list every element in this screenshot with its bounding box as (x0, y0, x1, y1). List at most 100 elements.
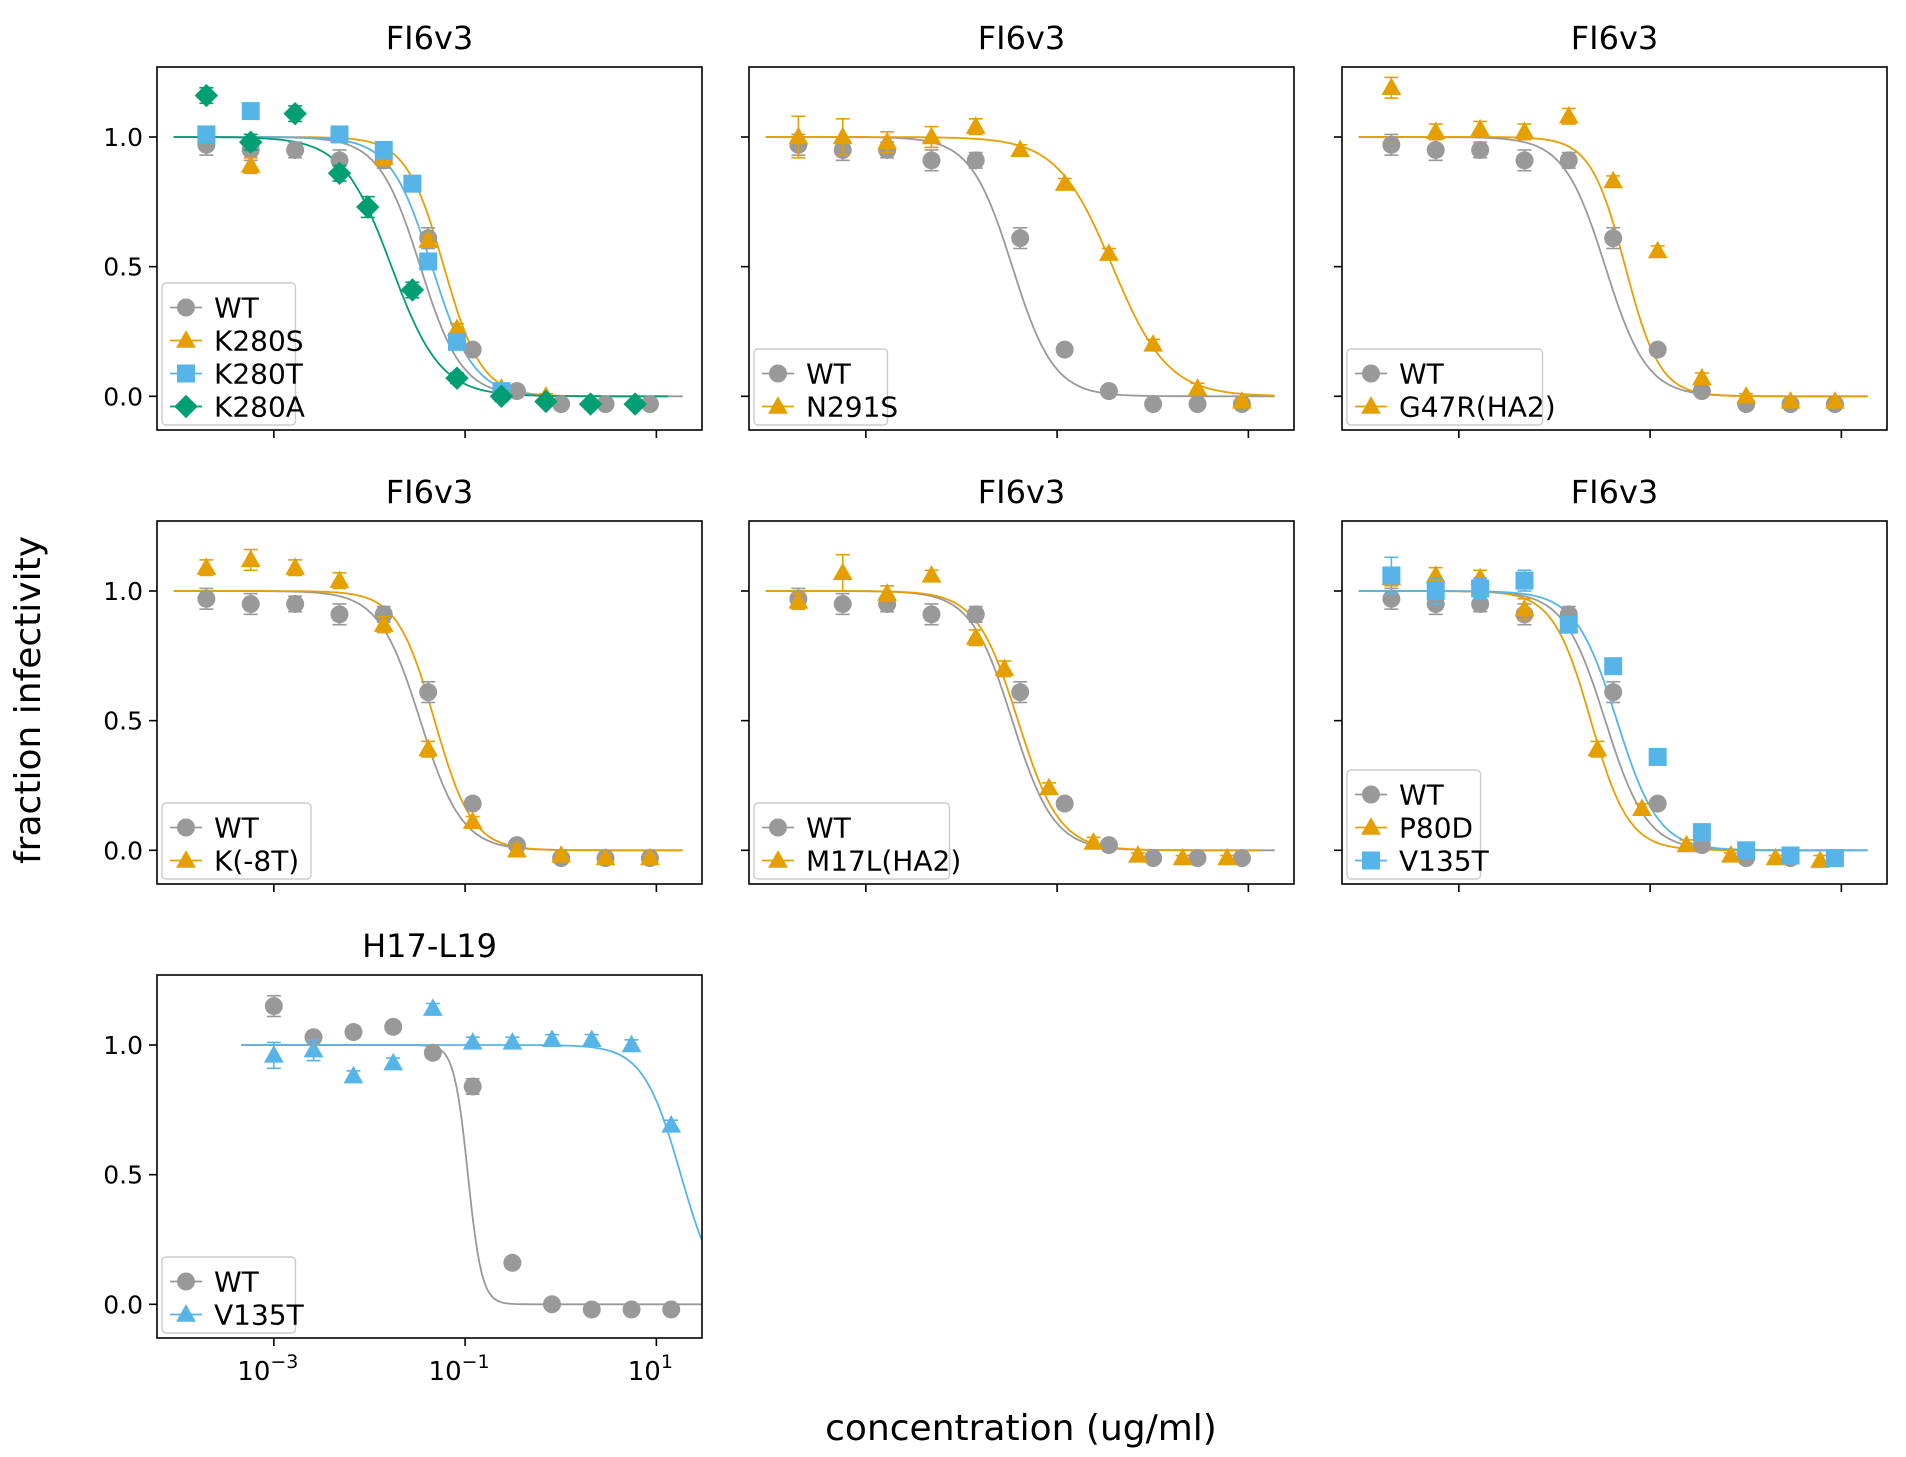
legend-label-v135t: V135T (214, 1299, 305, 1332)
y-tick-label: 0.5 (103, 253, 143, 282)
data-point-v135t (1559, 615, 1578, 634)
data-point-wt (833, 594, 852, 613)
data-point-wt (1692, 382, 1711, 401)
data-point-wt (582, 1300, 601, 1319)
figure-xlabel: concentration (ug/ml) (825, 1408, 1217, 1449)
data-point-wt (1144, 395, 1163, 414)
legend-marker-v135t (176, 1304, 196, 1322)
plot-area (173, 83, 683, 416)
data-point-wt (1055, 794, 1074, 813)
data-point-wt (640, 395, 659, 414)
data-point-wt (1648, 794, 1667, 813)
data-point-n291s (1099, 243, 1119, 261)
legend-label-k280t: K280T (214, 358, 304, 391)
legend-marker-v135t (1362, 851, 1380, 870)
y-tick-label: 0.5 (103, 707, 143, 736)
data-point-wt (503, 1253, 522, 1272)
axes-frame (156, 520, 703, 885)
data-point-v135t (1648, 747, 1667, 766)
data-point-wt (966, 151, 985, 170)
data-point-g47r-ha2 (1692, 367, 1712, 386)
data-point-m17l-ha2 (965, 627, 986, 645)
data-point-k280a (356, 195, 380, 219)
y-tick-label: 0.5 (103, 1161, 143, 1190)
x-tick-label: 10−1 (429, 1351, 490, 1387)
data-point-m17l-ha2 (1217, 847, 1238, 866)
data-point-wt (264, 997, 283, 1016)
data-point-wt (1144, 849, 1163, 868)
data-point-v135t (383, 1052, 404, 1071)
data-point-wt (1232, 849, 1251, 868)
data-point-k280a (194, 83, 219, 108)
legend-label-wt: WT (214, 1266, 260, 1299)
data-point-k-8t (373, 614, 394, 632)
legend-marker-k-8t (176, 850, 196, 868)
plot-area (1358, 76, 1868, 414)
legend-marker-wt (1362, 364, 1380, 383)
data-point-wt (1099, 382, 1118, 401)
data-point-p80d (1632, 798, 1652, 817)
legend-label-n291s: N291S (806, 391, 898, 424)
data-point-k280t (241, 102, 260, 121)
panel-title: FI6v3 (978, 19, 1066, 57)
data-point-v135t (263, 1045, 284, 1063)
y-tick-label: 0.0 (103, 1290, 143, 1319)
data-point-v135t (1515, 571, 1534, 590)
data-point-wt (423, 1043, 442, 1062)
data-point-g47r-ha2 (1381, 77, 1402, 95)
data-point-n291s (832, 126, 853, 145)
data-point-g47r-ha2 (1736, 385, 1757, 404)
y-tick-label: 0.0 (103, 382, 143, 411)
axes-frame (1341, 520, 1888, 885)
data-point-k280a (534, 389, 558, 414)
data-point-m17l-ha2 (1039, 777, 1059, 796)
data-point-wt (197, 589, 216, 608)
data-point-k280t (403, 174, 422, 193)
panel-title: FI6v3 (1571, 473, 1659, 511)
data-point-wt (622, 1300, 641, 1319)
axes-frame (1341, 66, 1888, 431)
legend-box (1346, 769, 1482, 880)
x-tick-exponent: −3 (270, 1351, 298, 1373)
data-point-wt (286, 594, 305, 613)
plot-area (765, 115, 1275, 414)
data-point-wt (286, 140, 305, 159)
panel-title: FI6v3 (978, 473, 1066, 511)
y-tick-label: 1.0 (103, 123, 143, 152)
data-point-p80d (1587, 738, 1608, 757)
data-point-k280s (418, 230, 439, 248)
data-point-wt (662, 1300, 681, 1319)
data-point-n291s (877, 131, 898, 150)
chart-panel-4: FI6v3 0.0 0.5 1.0 WTK(-8T) (103, 473, 703, 892)
data-point-k280a (327, 161, 352, 186)
axes-frame (156, 66, 703, 431)
data-point-wt (1604, 229, 1623, 248)
data-point-k280a (578, 392, 603, 416)
data-point-v135t (581, 1029, 602, 1048)
data-point-k-8t (196, 557, 217, 575)
data-point-wt (1188, 395, 1207, 414)
data-point-k280a (400, 278, 425, 302)
plot-area (173, 548, 683, 868)
data-point-wt (596, 395, 615, 414)
data-point-v135t (1781, 846, 1800, 865)
legend-box (1346, 348, 1544, 426)
data-point-v135t (343, 1065, 364, 1084)
legend-marker-wt (177, 1272, 195, 1291)
figure-ylabel: fraction infectivity (8, 536, 49, 864)
data-point-p80d (1676, 834, 1697, 853)
data-point-v135t (422, 998, 443, 1016)
legend-marker-wt (1362, 785, 1380, 804)
data-point-k-8t (595, 847, 616, 866)
data-point-k280t (419, 252, 438, 271)
legend-label-v135t: V135T (1399, 845, 1490, 878)
data-point-g47r-ha2 (1470, 118, 1491, 137)
legend-label-m17l-ha2: M17L(HA2) (806, 845, 961, 878)
panel-title: FI6v3 (1571, 19, 1659, 57)
data-point-n291s (1187, 378, 1208, 396)
data-point-v135t (1692, 823, 1711, 842)
